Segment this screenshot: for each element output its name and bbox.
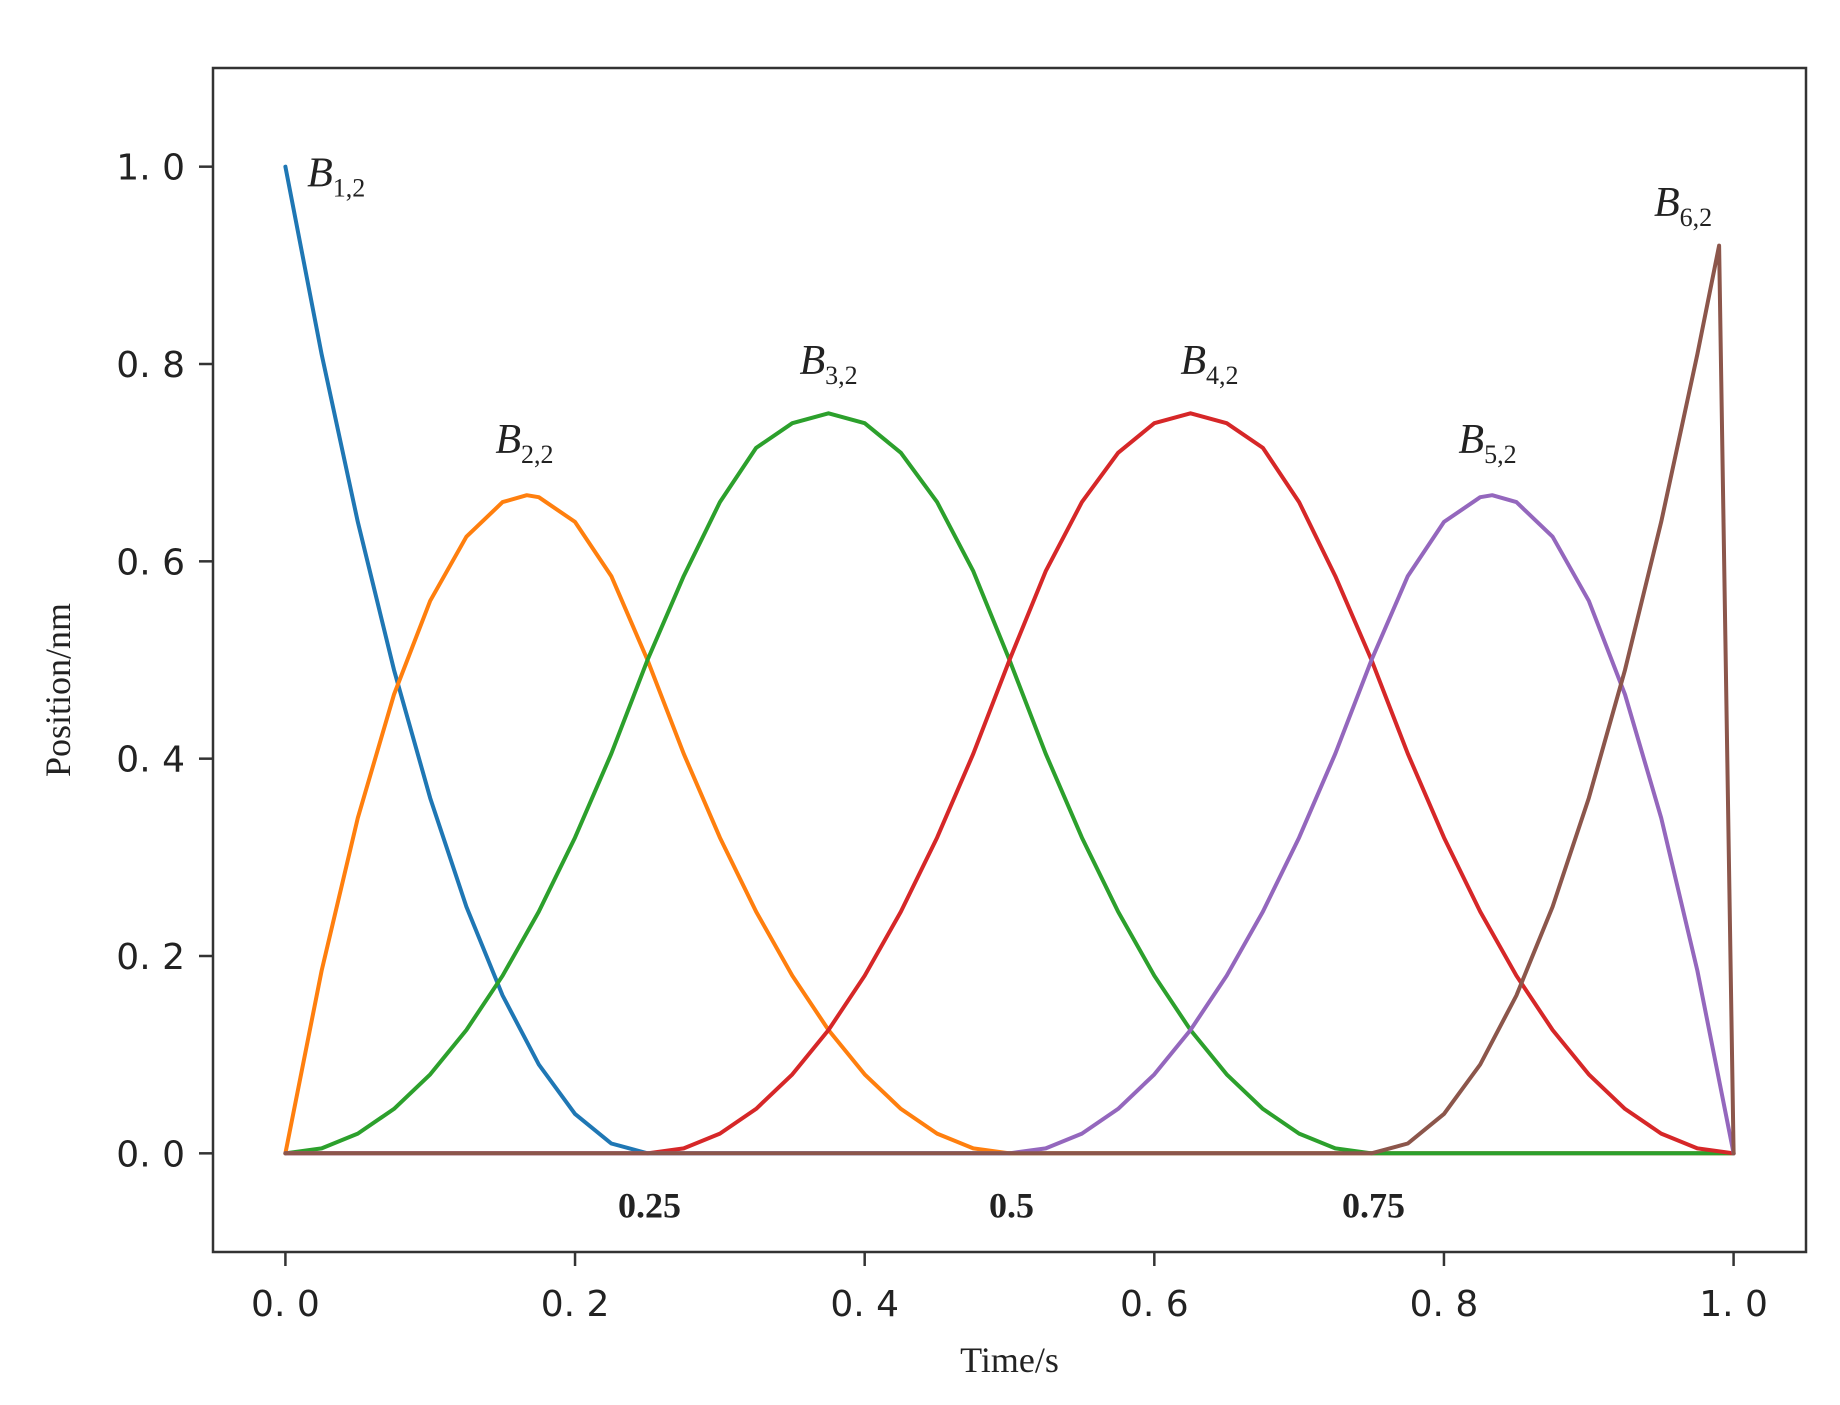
y-tick-label: 1. 0 — [116, 148, 185, 189]
x-axis-title: Time/s — [960, 1340, 1059, 1380]
plot-frame — [211, 66, 1808, 1254]
curve-label-3-2: B3,2 — [800, 338, 858, 390]
y-tick-label: 0. 8 — [116, 345, 185, 386]
curve-label-1-2: B1,2 — [307, 150, 365, 202]
y-tick-label: 0. 0 — [116, 1134, 185, 1175]
series-line-3-2 — [283, 411, 1736, 1156]
y-tick-label: 0. 2 — [116, 937, 185, 978]
x-tick-label: 0. 0 — [251, 1284, 320, 1325]
curve-label-4-2: B4,2 — [1180, 338, 1238, 390]
curve-label-5-2: B5,2 — [1458, 417, 1516, 469]
curve-label-6-2: B6,2 — [1654, 180, 1712, 232]
series-line-2-2 — [283, 493, 1736, 1156]
series-line-4-2 — [283, 411, 1736, 1156]
ticks-layer: 0. 0 0. 2 0. 4 0. 6 0. 8 1. 0 0. 0 0. 2 0. 4 0. 6… — [116, 148, 1768, 1325]
series-line-5-2 — [283, 493, 1736, 1156]
x-tick-label: 0. 4 — [830, 1284, 899, 1325]
x-tick-label: 0. 6 — [1120, 1284, 1189, 1325]
series-line-6-2 — [283, 243, 1736, 1156]
knot-label: 0.75 — [1342, 1185, 1405, 1225]
labels-layer: 0.25 0.5 0.75 B1,2 B2,2 B3,2 B4,2 B5,2 B6,2 — [307, 150, 1712, 1225]
knot-label: 0.25 — [618, 1185, 681, 1225]
curve-label-2-2: B2,2 — [495, 417, 553, 469]
knot-label: 0.5 — [989, 1185, 1034, 1225]
x-tick-label: 0. 2 — [541, 1284, 610, 1325]
x-tick-label: 1. 0 — [1699, 1284, 1768, 1325]
y-axis-title: Position/nm — [38, 603, 78, 777]
x-tick-label: 0. 8 — [1410, 1284, 1479, 1325]
y-tick-label: 0. 4 — [116, 740, 185, 781]
y-tick-label: 0. 6 — [116, 542, 185, 583]
series-layer — [283, 164, 1736, 1156]
